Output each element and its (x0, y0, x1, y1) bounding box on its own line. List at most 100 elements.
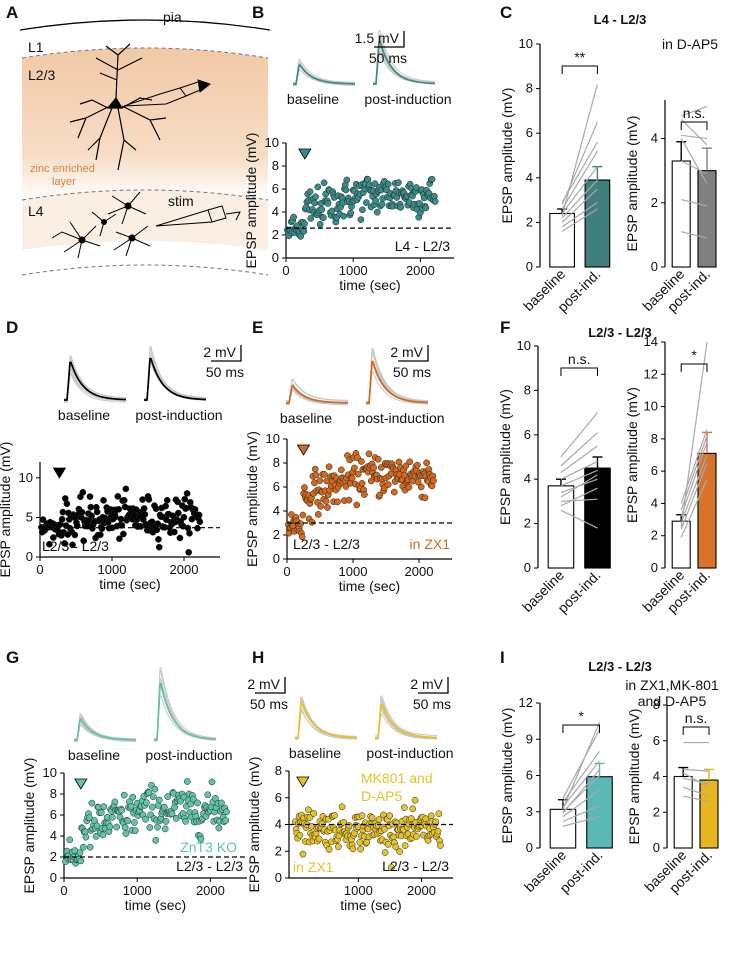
significance-label: n.s. (683, 105, 706, 121)
post-induction-label: post-induction (364, 91, 451, 107)
chart-g: 0 2 4 6 8 10 0 1000 2000 time (sec) EPSP amplitude… (21, 758, 247, 913)
data-point (384, 841, 392, 848)
recording-pipette-icon (123, 79, 212, 107)
bar-post-induction (586, 776, 613, 849)
data-point (334, 843, 342, 851)
paired-line (560, 460, 598, 480)
bar-baseline (549, 808, 577, 849)
y-axis-label: EPSP amplitude (mV) (624, 387, 640, 523)
stim-label: stim (168, 193, 194, 209)
data-point (127, 802, 135, 810)
data-point (85, 814, 93, 822)
significance-label: n.s. (685, 710, 708, 726)
data-point (392, 843, 400, 851)
bar-post-induction (584, 179, 611, 268)
data-point (397, 204, 405, 211)
data-point (435, 810, 443, 818)
data-point (414, 478, 422, 486)
data-point (401, 842, 409, 849)
y-tick-label: 2 (273, 527, 280, 542)
data-point (427, 812, 435, 820)
trial-trace (64, 373, 127, 403)
pia-line (19, 19, 271, 31)
data-point (297, 520, 304, 527)
paired-line (682, 772, 710, 788)
data-point (131, 819, 138, 826)
data-point (342, 186, 350, 194)
traces-b: 1.5 mV 50 ms baseline post-induction (287, 29, 452, 107)
paired-line (680, 428, 708, 504)
y-tick-label: 6 (524, 427, 531, 442)
y-tick-label: 8 (524, 382, 531, 397)
y-tick-label: 0 (651, 259, 658, 274)
bar-baseline (671, 160, 691, 268)
y-tick-label: 0 (651, 560, 658, 575)
y-tick-label: 6 (526, 768, 533, 783)
data-point (77, 857, 85, 865)
significance-bracket (682, 726, 710, 735)
data-point (66, 836, 74, 844)
paired-line (683, 786, 710, 797)
scale-x-label: 50 ms (206, 364, 244, 380)
x-axis-label: time (sec) (99, 576, 160, 592)
x-tick-label: 0 (36, 562, 43, 577)
condition-title-2: and D-AP5 (638, 693, 707, 709)
y-tick-label: 8 (272, 158, 279, 173)
trial-trace (154, 695, 217, 741)
data-point (162, 502, 169, 510)
l23-boundary (21, 189, 269, 201)
stimulation-electrode-icon (155, 205, 241, 227)
data-point (430, 477, 437, 485)
data-point (59, 508, 67, 516)
scale-bar (255, 677, 286, 694)
y-axis-label: EPSP amplitude (mV) (21, 758, 37, 894)
data-point (338, 803, 346, 811)
bar-baseline (547, 485, 575, 569)
data-point (337, 466, 345, 474)
data-point (297, 233, 304, 240)
data-point (314, 511, 322, 518)
paired-line (683, 777, 710, 785)
paired-line (561, 188, 598, 223)
y-tick-label: 8 (50, 786, 57, 801)
data-point (142, 815, 149, 823)
l4-shading (22, 190, 268, 250)
significance-bracket (680, 121, 708, 130)
data-point (116, 535, 123, 543)
paired-line (681, 231, 708, 239)
data-point (189, 795, 197, 803)
y-tick-label: 10 (43, 765, 57, 780)
panel-title: L4 - L2/3 (594, 12, 647, 27)
x-tick-label: 2000 (406, 263, 435, 278)
trial-trace (64, 369, 127, 402)
paired-line (560, 509, 598, 529)
baseline-label: baseline (68, 747, 120, 763)
data-point (154, 823, 161, 831)
data-point (357, 458, 365, 465)
pia-label: pia (163, 9, 182, 25)
paired-line (681, 134, 708, 140)
data-point (63, 500, 71, 508)
x-tick-label: 1000 (339, 564, 368, 579)
data-point (340, 818, 348, 826)
data-point (112, 513, 119, 521)
data-point (348, 474, 356, 482)
data-point (325, 463, 333, 471)
mean-trace-baseline (295, 701, 358, 739)
data-point (357, 216, 365, 223)
panel-b-letter: B (252, 3, 264, 22)
paired-line (680, 441, 708, 517)
data-point (340, 212, 348, 220)
data-point (325, 846, 333, 853)
y-tick-label: 6 (651, 463, 658, 478)
y-tick-label: 3 (526, 804, 533, 819)
data-point (140, 505, 148, 512)
scale-x-label: 50 ms (413, 696, 451, 712)
data-point (122, 830, 130, 837)
y-tick-label: 2 (653, 804, 660, 819)
y-tick-label: 8 (275, 763, 282, 778)
scale-y-label: 2 mV (410, 676, 443, 692)
data-point (390, 488, 398, 496)
zinc-layer-label-2: layer (52, 176, 76, 188)
